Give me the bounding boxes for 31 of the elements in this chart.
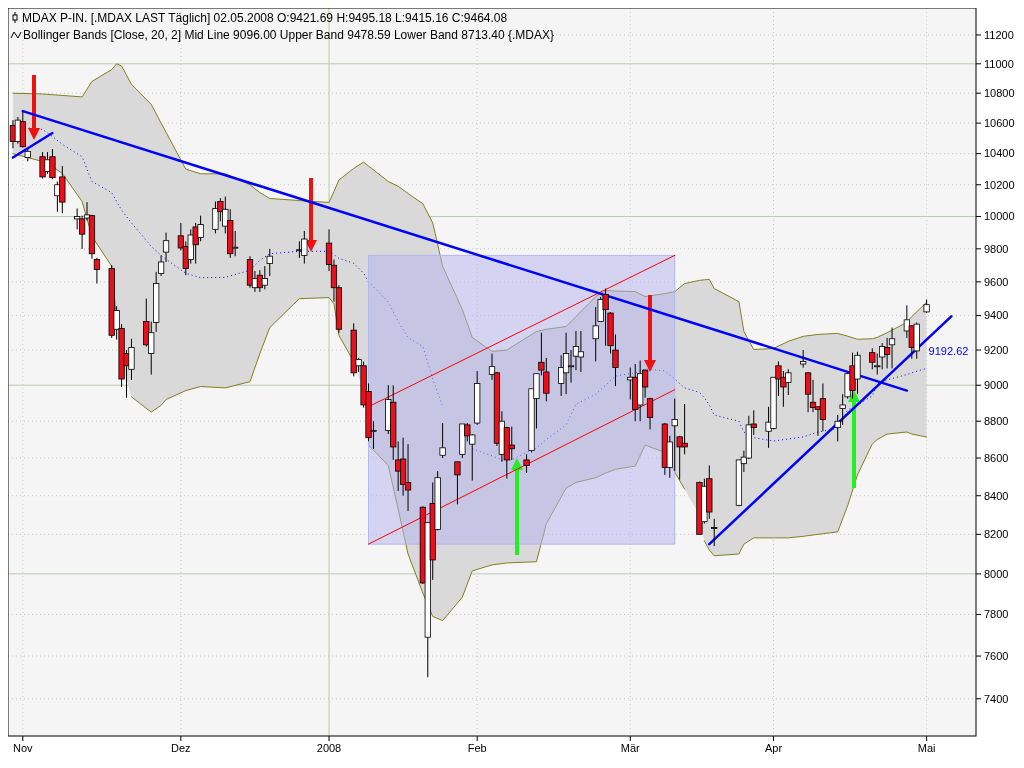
y-tick-label: 9400 (984, 309, 1009, 322)
y-tick-label: 10000 (984, 210, 1015, 223)
x-tick-label: Mai (917, 742, 936, 754)
x-tick-label: Nov (13, 742, 34, 754)
line-series (12, 63, 928, 352)
y-tick-label: 7800 (984, 608, 1009, 621)
y-tick-label: 11200 (984, 28, 1014, 41)
y-tick-label: 10200 (984, 178, 1015, 191)
y-tick-label: 9000 (984, 379, 1009, 392)
y-tick-label: 9600 (984, 275, 1009, 288)
chart-title: MDAX P-IN. [.MDAX LAST Täglich] 02.05.2008 O:9421.69 H:9495.18 L:9415.16 C:9464.08 (22, 11, 508, 25)
y-tick-label: 11000 (984, 57, 1014, 70)
x-tick-label: 2008 (316, 742, 342, 754)
x-tick-label: Mär (620, 742, 641, 754)
y-tick-label: 10400 (984, 147, 1015, 160)
y-tick-label: 7600 (984, 649, 1009, 662)
text: Bollinger Bands [Close, 20, 2] Mid Line 9096.00 Upper Band 9478.59 Lower Band 8713.40 {.MDAX} (23, 28, 555, 42)
y-tick-label: 8600 (984, 451, 1009, 464)
y-tick-label: 9800 (984, 242, 1009, 255)
y-tick-label: 10800 (984, 87, 1015, 100)
annotation: 9192.62 (928, 345, 969, 358)
y-tick-label: 8400 (984, 489, 1009, 502)
x-tick-label: Feb (467, 742, 487, 754)
x-tick-label: Apr (764, 742, 783, 754)
y-tick-label: 8800 (984, 415, 1009, 428)
y-tick-label: 9200 (984, 343, 1009, 356)
y-tick-label: 8200 (984, 528, 1009, 541)
y-tick-label: 8000 (984, 567, 1009, 580)
y-tick-label: 10600 (984, 116, 1015, 129)
x-tick-label: Dez (171, 742, 191, 754)
y-tick-label: 7400 (984, 692, 1009, 705)
